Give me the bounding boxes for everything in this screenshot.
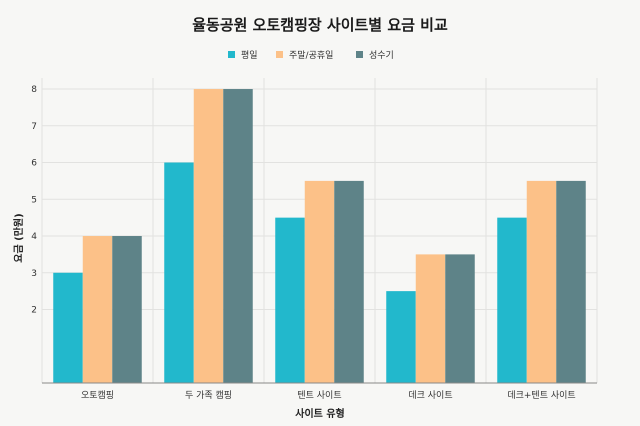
y-tick-label: 7 bbox=[31, 122, 37, 132]
legend-swatch bbox=[356, 51, 363, 58]
x-tick-label: 데크 사이트 bbox=[408, 390, 452, 401]
legend: 평일 주말/공휴일 성수기 bbox=[228, 49, 394, 61]
x-axis-label: 사이트 유형 bbox=[295, 407, 344, 420]
y-tick-label: 8 bbox=[31, 85, 37, 95]
x-tick-label: 오토캠핑 bbox=[81, 389, 114, 401]
y-tick-label: 5 bbox=[31, 195, 37, 205]
bar bbox=[53, 272, 83, 383]
bar bbox=[112, 236, 142, 383]
x-tick-label: 텐트 사이트 bbox=[297, 390, 341, 401]
bar bbox=[193, 89, 224, 383]
bar bbox=[415, 254, 446, 383]
legend-entry: 성수기 bbox=[369, 50, 394, 61]
bar bbox=[275, 217, 305, 383]
x-tick-label: 두 가족 캠핑 bbox=[185, 389, 232, 401]
legend-entry: 주말/공휴일 bbox=[289, 49, 333, 61]
bar bbox=[223, 89, 253, 383]
bar bbox=[556, 180, 586, 383]
y-axis-label: 요금 (만원) bbox=[12, 213, 25, 262]
bar bbox=[386, 291, 416, 383]
bar bbox=[497, 217, 527, 383]
chart-title: 율동공원 오토캠핑장 사이트별 요금 비교 bbox=[192, 16, 448, 34]
legend-entry: 평일 bbox=[241, 50, 258, 61]
bar bbox=[304, 180, 335, 383]
y-tick-label: 2 bbox=[31, 306, 37, 316]
y-tick-label: 3 bbox=[31, 269, 37, 279]
bar bbox=[164, 162, 194, 383]
bar bbox=[445, 254, 475, 383]
legend-swatch bbox=[228, 51, 235, 58]
bar bbox=[82, 236, 113, 383]
x-tick-labels: 오토캠핑 두 가족 캠핑 텐트 사이트 데크 사이트 데크+텐트 사이트 bbox=[81, 389, 576, 401]
y-tick-labels: 2 3 4 5 6 7 8 bbox=[31, 85, 37, 315]
legend-swatch bbox=[276, 51, 283, 58]
bar bbox=[334, 180, 364, 383]
y-tick-label: 4 bbox=[31, 232, 37, 242]
y-tick-label: 6 bbox=[31, 159, 37, 169]
x-tick-label: 데크+텐트 사이트 bbox=[507, 390, 575, 401]
bars bbox=[53, 89, 586, 383]
bar bbox=[526, 180, 557, 383]
